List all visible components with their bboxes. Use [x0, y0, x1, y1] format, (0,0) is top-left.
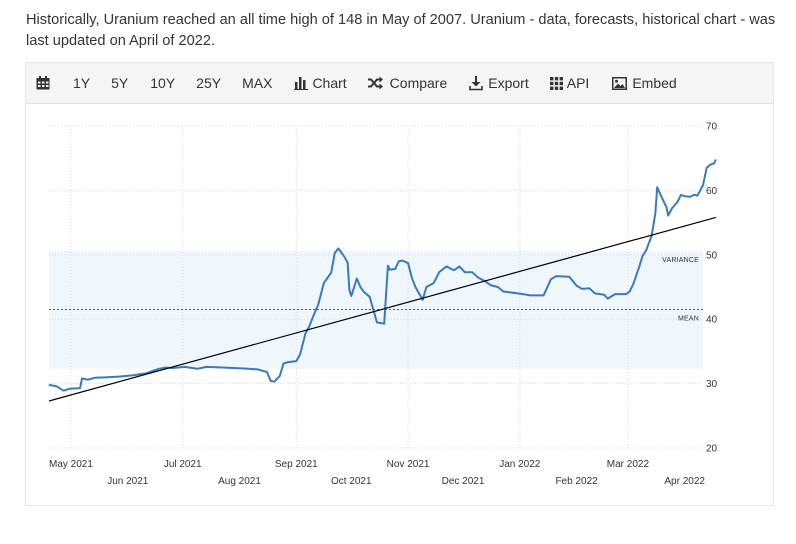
download-icon [469, 75, 484, 90]
y-tick-label: 30 [706, 379, 718, 390]
y-tick-label: 20 [706, 444, 718, 455]
range-25y-label: 25Y [196, 75, 222, 91]
calendar-icon [36, 76, 50, 90]
x-tick-label: Apr 2022 [664, 476, 705, 487]
y-tick-label: 40 [706, 315, 718, 326]
chart-area: 20 30 40 50 60 70 VARIANCE MEAN May 2021 Jul 2021… [26, 105, 773, 505]
range-max-label: MAX [242, 75, 273, 91]
x-tick-label: Mar 2022 [607, 459, 650, 470]
chart-toolbar: 1Y 5Y 10Y 25Y MAX Chart [26, 63, 773, 104]
x-tick-label: Dec 2021 [442, 476, 485, 487]
range-5y-button[interactable]: 5Y [111, 63, 128, 103]
x-tick-label: Aug 2021 [218, 476, 261, 487]
chart-type-button[interactable]: Chart [294, 63, 347, 103]
bar-chart-icon [294, 77, 309, 90]
x-tick-label: Feb 2022 [555, 476, 598, 487]
y-tick-label: 70 [706, 122, 718, 133]
uranium-price-chart: 20 30 40 50 60 70 VARIANCE MEAN May 2021 Jul 2021… [48, 122, 718, 487]
x-tick-label: Jan 2022 [499, 459, 541, 470]
price-series-line [48, 159, 717, 392]
api-button[interactable]: API [549, 63, 590, 103]
range-10y-button[interactable]: 10Y [150, 63, 175, 103]
x-tick-label: Oct 2021 [331, 476, 372, 487]
chart-type-label: Chart [312, 75, 347, 91]
compare-label: Compare [389, 75, 448, 91]
y-tick-label: 60 [706, 186, 718, 197]
calendar-button[interactable] [36, 63, 66, 103]
api-label: API [566, 75, 590, 91]
x-tick-label: Jun 2021 [107, 476, 149, 487]
x-tick-label: Sep 2021 [275, 459, 318, 470]
embed-label: Embed [632, 75, 677, 91]
embed-button[interactable]: Embed [612, 63, 677, 103]
grid-icon [549, 76, 563, 90]
range-max-button[interactable]: MAX [242, 63, 272, 103]
x-tick-label: May 2021 [49, 459, 93, 470]
page-intro-text: Historically, Uranium reached an all tim… [26, 12, 776, 49]
export-button[interactable]: Export [469, 63, 529, 103]
range-25y-button[interactable]: 25Y [196, 63, 221, 103]
variance-band [49, 250, 703, 369]
shuffle-icon [367, 76, 383, 90]
variance-label: VARIANCE [662, 257, 699, 264]
mean-label: MEAN [678, 316, 699, 323]
trend-line [48, 216, 716, 402]
y-tick-label: 50 [706, 250, 718, 261]
range-1y-label: 1Y [73, 75, 91, 91]
x-tick-label: Nov 2021 [387, 459, 430, 470]
export-label: Export [488, 75, 529, 91]
range-1y-button[interactable]: 1Y [73, 63, 90, 103]
image-icon [612, 76, 628, 90]
range-5y-label: 5Y [111, 75, 129, 91]
chart-panel: 1Y 5Y 10Y 25Y MAX Chart [25, 62, 774, 506]
x-tick-label: Jul 2021 [164, 459, 202, 470]
compare-button[interactable]: Compare [367, 63, 448, 103]
range-10y-label: 10Y [150, 75, 176, 91]
